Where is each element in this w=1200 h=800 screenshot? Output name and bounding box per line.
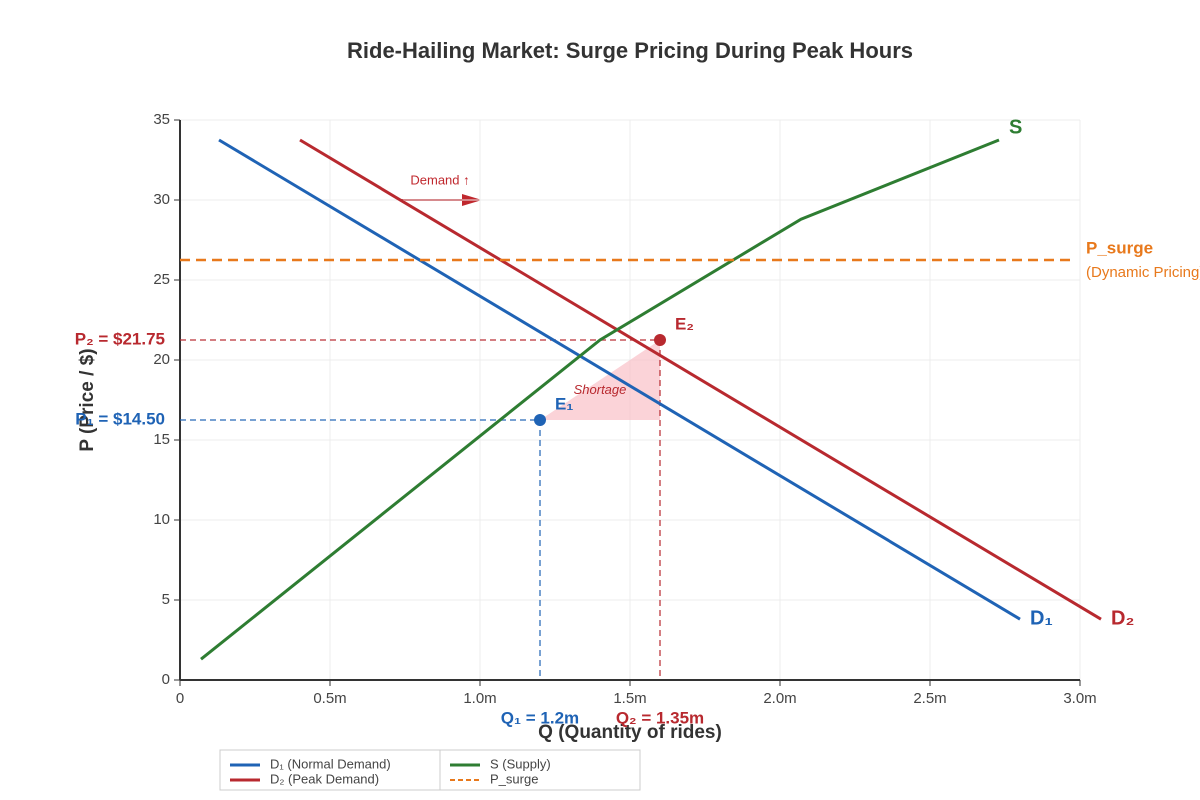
x-tick-label: 2.0m xyxy=(763,690,796,707)
series-line xyxy=(299,138,1102,621)
legend-box xyxy=(439,749,641,791)
x-tick-label: 3.0m xyxy=(1063,690,1096,707)
y-tick-label: 15 xyxy=(153,431,170,448)
y-tick-label: 0 xyxy=(162,671,170,688)
y-tick-label: 5 xyxy=(162,591,170,608)
point-label: E₁ xyxy=(555,394,573,413)
shortage-label: Shortage xyxy=(574,382,627,397)
x-axis-title: Q (Quantity of rides) xyxy=(538,722,722,743)
y-tick-label: 10 xyxy=(153,511,170,528)
series-sublabel: (Dynamic Pricing) xyxy=(1086,264,1200,281)
y-tick-label: 25 xyxy=(153,271,170,288)
y-tick-label: 20 xyxy=(153,351,170,368)
shortage-area xyxy=(540,340,660,420)
legend-label: D₁ (Normal Demand) xyxy=(270,756,391,771)
legend-label: P_surge xyxy=(490,771,538,786)
price-label: P₂ = $21.75 xyxy=(75,329,165,348)
x-tick-label: 1.5m xyxy=(613,690,646,707)
series-label: P_surge xyxy=(1086,238,1153,257)
legend-label: S (Supply) xyxy=(490,756,551,771)
annotation: Demand ↑ xyxy=(410,172,469,187)
point-label: E₂ xyxy=(675,314,694,333)
quantity-label: Q₁ = 1.2m xyxy=(501,708,579,727)
equilibrium-point xyxy=(654,334,666,346)
x-tick-label: 2.5m xyxy=(913,690,946,707)
chart-title: Ride-Hailing Market: Surge Pricing Durin… xyxy=(347,38,913,63)
x-tick-label: 0.5m xyxy=(313,690,346,707)
price-label: P₁ = $14.50 xyxy=(75,409,165,428)
x-tick-label: 1.0m xyxy=(463,690,496,707)
equilibrium-point xyxy=(534,414,546,426)
quantity-label: Q₂ = 1.35m xyxy=(616,708,704,727)
series-label: D₂ xyxy=(1111,607,1134,629)
y-axis-title: P (Price / $) xyxy=(77,348,98,451)
legend-label: D₂ (Peak Demand) xyxy=(270,771,379,786)
series-line xyxy=(200,138,1000,661)
x-tick-label: 0 xyxy=(176,690,184,707)
y-tick-label: 35 xyxy=(153,111,170,128)
series-label: D₁ xyxy=(1030,607,1053,629)
series-label: S xyxy=(1009,116,1022,138)
y-tick-label: 30 xyxy=(153,191,170,208)
legend-box xyxy=(219,749,449,791)
series-line xyxy=(218,138,1021,621)
